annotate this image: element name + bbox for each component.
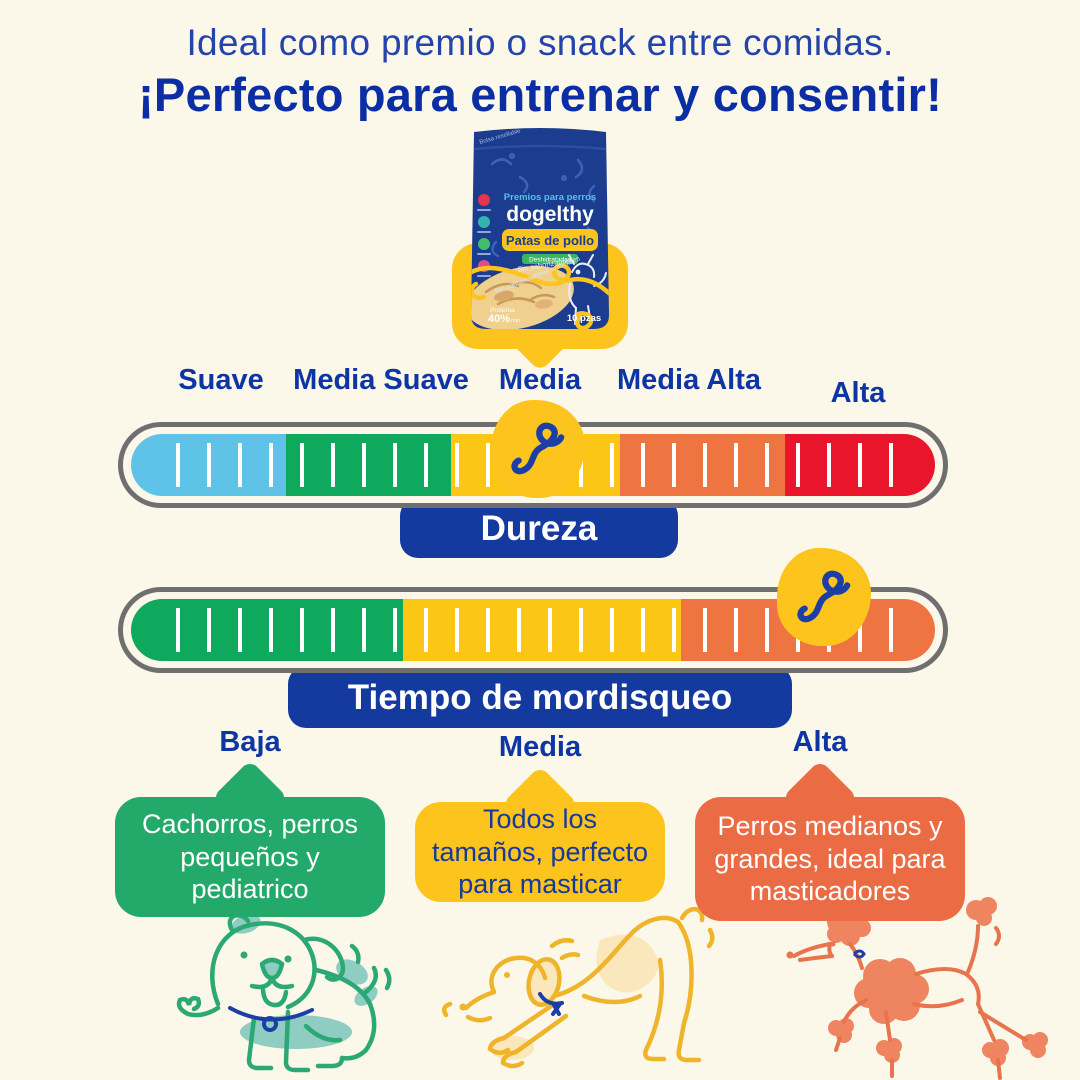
page-title: ¡Perfecto para entrenar y consentir!	[138, 68, 942, 121]
hardness-label-suave: Suave	[178, 364, 264, 396]
hardness-label-media-suave: Media Suave	[293, 364, 469, 396]
callout-box-alta: Perros medianos y grandes, ideal para ma…	[695, 797, 965, 921]
playing-dog-illustration	[432, 898, 737, 1080]
collar	[538, 992, 564, 1016]
segment-alta	[784, 434, 935, 496]
package-illustration: Bolsa resellable Premios para perros dog…	[471, 128, 609, 329]
product-package: Bolsa resellable Premios para perros dog…	[460, 122, 620, 334]
paw-squiggle-icon	[511, 422, 565, 475]
pieces-count: 10 pzas	[567, 313, 601, 324]
package-category: Premios para perros	[504, 192, 596, 203]
callout-box-baja: Cachorros, perros pequeños y pediatrico	[115, 797, 385, 917]
callout-box-media: Todos los tamaños, perfecto para mastica…	[415, 802, 665, 902]
package-variant: Deshidratadas	[529, 257, 572, 264]
segment-media	[402, 599, 681, 661]
protein-label: Proteína	[490, 307, 515, 314]
segment-media-alta	[619, 434, 785, 496]
protein-value: 40%	[488, 313, 510, 325]
collar	[228, 1006, 314, 1032]
callout-text-baja: Cachorros, perros pequeños y pediatrico	[141, 808, 359, 905]
hardness-marker	[490, 400, 585, 498]
segment-baja	[131, 599, 403, 661]
hardness-label-media-alta: Media Alta	[617, 364, 761, 396]
level-label-media: Media	[498, 731, 582, 763]
package-rope	[471, 263, 609, 329]
chew-time-title: Tiempo de mordisqueo	[347, 678, 733, 717]
header: Ideal como premio o snack entre comidas.…	[0, 22, 1080, 122]
hardness-title: Dureza	[480, 509, 598, 548]
callout-text-alta: Perros medianos y grandes, ideal para ma…	[714, 810, 946, 907]
segment-suave	[131, 434, 287, 496]
paw-squiggle-icon	[797, 570, 851, 623]
header-subtitle: Ideal como premio o snack entre comidas.	[186, 22, 894, 63]
hardness-label-alta: Alta	[830, 377, 886, 409]
collar	[852, 949, 866, 959]
hardness-label-media: Media	[498, 364, 582, 396]
package-product-name: Patas de pollo	[506, 233, 594, 248]
brand-logo: dogelthy	[506, 203, 594, 226]
callout-text-media: Todos los tamaños, perfecto para mastica…	[431, 803, 649, 900]
segment-media-suave	[286, 434, 451, 496]
protein-min: min	[511, 318, 520, 324]
hardness-title-box: Dureza	[400, 498, 678, 558]
level-label-baja: Baja	[219, 726, 281, 758]
level-label-alta: Alta	[792, 726, 848, 758]
small-dog-illustration	[146, 908, 431, 1080]
chew-time-title-box: Tiempo de mordisqueo	[288, 666, 792, 728]
